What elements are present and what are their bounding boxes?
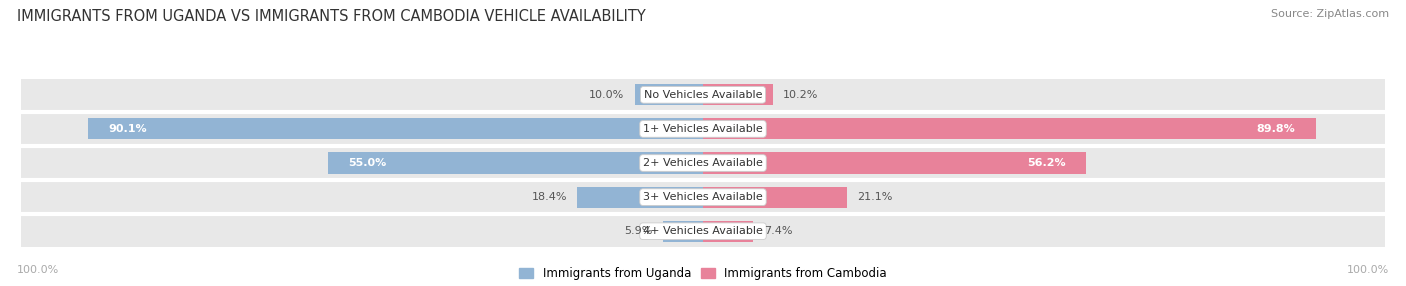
Text: IMMIGRANTS FROM UGANDA VS IMMIGRANTS FROM CAMBODIA VEHICLE AVAILABILITY: IMMIGRANTS FROM UGANDA VS IMMIGRANTS FRO… bbox=[17, 9, 645, 23]
Text: 56.2%: 56.2% bbox=[1028, 158, 1066, 168]
Bar bbox=[328, 152, 703, 174]
Text: 2+ Vehicles Available: 2+ Vehicles Available bbox=[643, 158, 763, 168]
Bar bbox=[21, 215, 1385, 247]
Text: 10.2%: 10.2% bbox=[783, 90, 818, 100]
Bar bbox=[703, 84, 773, 105]
Bar bbox=[662, 221, 703, 242]
Bar bbox=[578, 186, 703, 208]
Text: 21.1%: 21.1% bbox=[858, 192, 893, 202]
Text: 89.8%: 89.8% bbox=[1257, 124, 1295, 134]
Bar bbox=[703, 221, 754, 242]
Bar bbox=[703, 118, 1316, 140]
Text: Source: ZipAtlas.com: Source: ZipAtlas.com bbox=[1271, 9, 1389, 19]
Bar bbox=[703, 152, 1087, 174]
Text: 3+ Vehicles Available: 3+ Vehicles Available bbox=[643, 192, 763, 202]
Bar bbox=[21, 113, 1385, 145]
Bar bbox=[21, 147, 1385, 179]
Text: 1+ Vehicles Available: 1+ Vehicles Available bbox=[643, 124, 763, 134]
Text: 4+ Vehicles Available: 4+ Vehicles Available bbox=[643, 226, 763, 236]
Text: 18.4%: 18.4% bbox=[531, 192, 567, 202]
Text: 5.9%: 5.9% bbox=[624, 226, 652, 236]
Text: 100.0%: 100.0% bbox=[17, 265, 59, 275]
Text: 10.0%: 10.0% bbox=[589, 90, 624, 100]
Text: 55.0%: 55.0% bbox=[349, 158, 387, 168]
Bar bbox=[21, 181, 1385, 213]
Text: No Vehicles Available: No Vehicles Available bbox=[644, 90, 762, 100]
Bar bbox=[703, 186, 846, 208]
Bar bbox=[634, 84, 703, 105]
Legend: Immigrants from Uganda, Immigrants from Cambodia: Immigrants from Uganda, Immigrants from … bbox=[519, 267, 887, 280]
Bar bbox=[21, 79, 1385, 111]
Bar bbox=[89, 118, 703, 140]
Text: 100.0%: 100.0% bbox=[1347, 265, 1389, 275]
Text: 7.4%: 7.4% bbox=[763, 226, 792, 236]
Text: 90.1%: 90.1% bbox=[108, 124, 148, 134]
